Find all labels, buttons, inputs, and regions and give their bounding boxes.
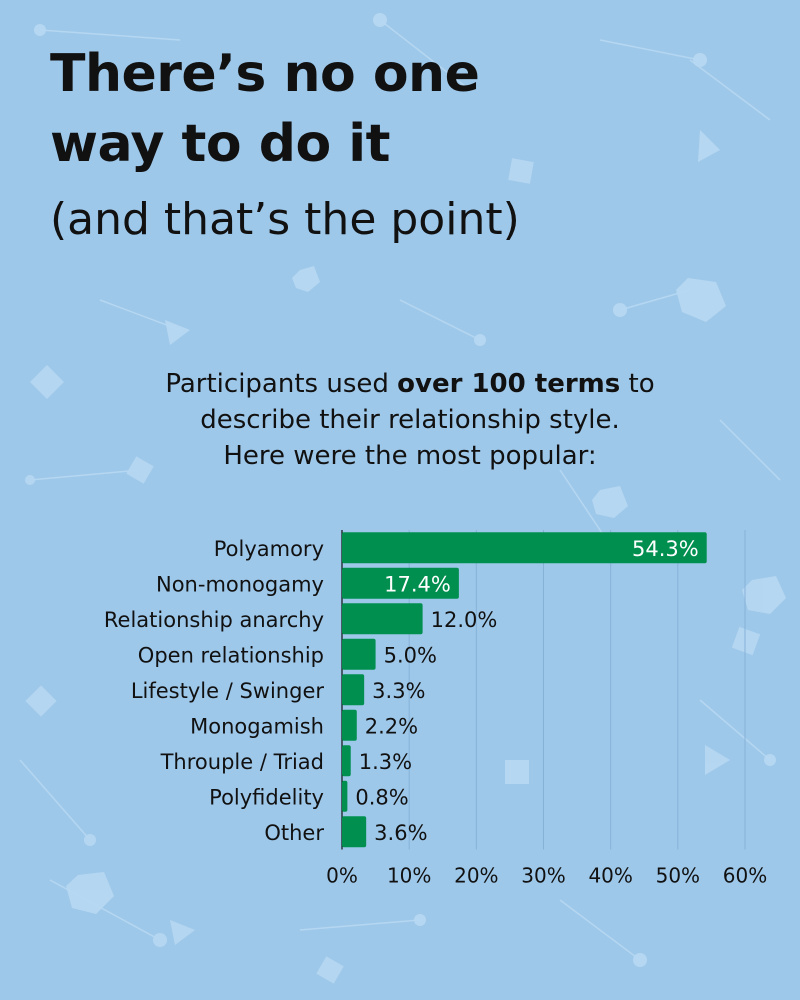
category-label: Other: [264, 821, 324, 845]
x-tick-label: 50%: [656, 864, 700, 888]
value-label: 54.3%: [632, 537, 699, 561]
category-label: Throuple / Triad: [160, 750, 324, 774]
category-label: Relationship anarchy: [104, 608, 324, 632]
bar: [342, 567, 459, 599]
value-label: 0.8%: [355, 785, 408, 809]
value-label: 5.0%: [384, 643, 437, 667]
category-label: Polyfidelity: [209, 785, 324, 809]
category-label: Monogamish: [190, 714, 324, 738]
subtitle: (and that’s the point): [50, 194, 520, 245]
bar: [342, 709, 357, 741]
category-label: Non-monogamy: [156, 572, 324, 596]
value-label: 3.6%: [374, 821, 427, 845]
bar: [342, 780, 348, 812]
value-label: 12.0%: [431, 608, 498, 632]
value-label: 2.2%: [365, 714, 418, 738]
x-tick-label: 40%: [588, 864, 632, 888]
x-tick-label: 0%: [326, 864, 358, 888]
bars: [342, 532, 707, 848]
bar: [342, 674, 365, 706]
intro-line-2: describe their relationship style.: [200, 405, 620, 435]
category-label: Lifestyle / Swinger: [131, 679, 325, 703]
bar: [342, 532, 707, 564]
intro-text: Participants used over 100 terms to desc…: [60, 366, 760, 474]
intro-line-3: Here were the most popular:: [223, 441, 597, 471]
intro-line-1-before: Participants used: [165, 369, 398, 399]
bar: [342, 603, 423, 635]
x-tick-label: 10%: [387, 864, 431, 888]
category-label: Open relationship: [138, 643, 324, 667]
bar: [342, 638, 376, 670]
category-labels: Polyamory Non-monogamy Relationship anarch…: [104, 537, 324, 845]
value-label: 1.3%: [359, 750, 412, 774]
x-tick-label: 60%: [723, 864, 767, 888]
value-label: 17.4%: [384, 572, 451, 596]
x-tick-label: 30%: [521, 864, 565, 888]
intro-line-1: Participants used over 100 terms to: [60, 366, 760, 402]
intro-line-1-after: to: [620, 369, 655, 399]
bar: [342, 816, 367, 848]
title-line-2: way to do it: [50, 114, 390, 174]
intro-emphasis: over 100 terms: [397, 369, 621, 399]
bar: [342, 745, 351, 777]
title-line-1: There’s no one: [50, 44, 480, 104]
value-labels: 54.3% 17.4% 12.0% 5.0% 3.3% 2.2% 1.3% 0.8% 3.6%: [355, 537, 698, 845]
x-axis-ticks: 0% 10% 20% 30% 40% 50% 60%: [326, 864, 767, 888]
x-tick-label: 20%: [454, 864, 498, 888]
category-label: Polyamory: [214, 537, 324, 561]
value-label: 3.3%: [372, 679, 425, 703]
